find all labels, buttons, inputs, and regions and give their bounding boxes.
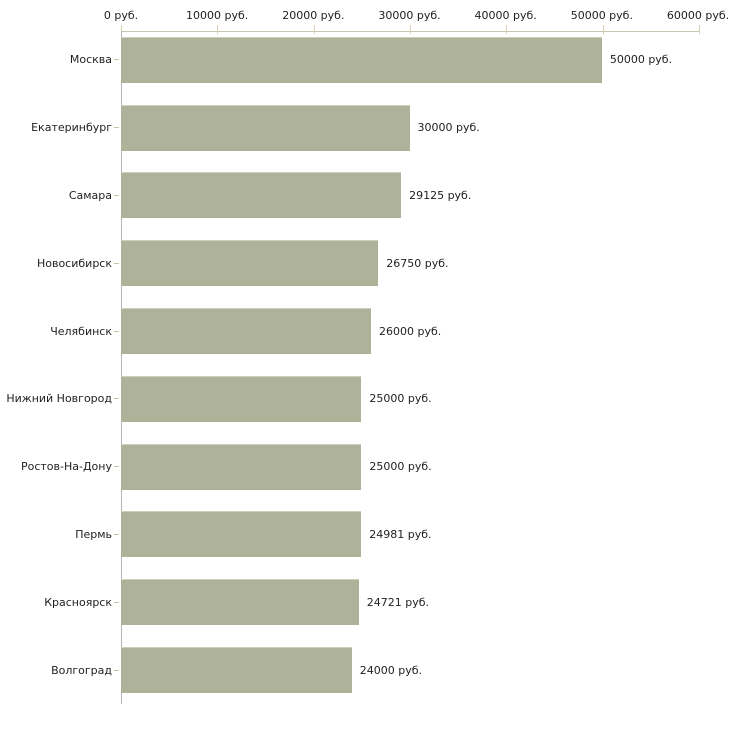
category-tick-mark (114, 194, 119, 196)
x-tick-mark (313, 25, 315, 34)
category-tick-mark (114, 398, 119, 400)
bar-track: 24721 руб. (121, 579, 698, 626)
bar-rows: Москва 50000 руб. Екатеринбург 30000 руб… (0, 26, 730, 704)
bar-row: Екатеринбург 30000 руб. (0, 94, 730, 162)
category-tick-mark (114, 330, 119, 332)
bar (121, 375, 362, 422)
bar-track: 29125 руб. (121, 172, 698, 219)
category-label: Екатеринбург (31, 121, 112, 135)
x-axis-tick-labels: 0 руб. 10000 руб. 20000 руб. 30000 руб. … (104, 9, 729, 23)
bar (121, 579, 359, 626)
category-tick-mark (114, 533, 119, 535)
value-label: 24000 руб. (359, 663, 423, 677)
x-tick-label: 30000 руб. (378, 9, 441, 22)
x-tick-mark (699, 25, 700, 34)
x-tick-label: 0 руб. (103, 9, 139, 22)
value-label: 30000 руб. (417, 121, 480, 135)
value-label: 25000 руб. (369, 392, 432, 406)
bar (121, 511, 362, 558)
category-label: Нижний Новгород (6, 392, 112, 406)
bar (121, 443, 362, 490)
x-axis-line (121, 25, 700, 34)
x-tick-mark (602, 25, 604, 34)
bar-row: Самара 29125 руб. (0, 162, 730, 230)
value-label: 24721 руб. (366, 595, 429, 609)
bar-row: Москва 50000 руб. (0, 26, 730, 94)
bar (121, 308, 372, 355)
category-label: Челябинск (50, 324, 112, 338)
x-tick-label: 60000 руб. (666, 9, 730, 22)
bar (121, 36, 602, 83)
x-tick-mark (121, 25, 122, 34)
category-label: Волгоград (51, 663, 112, 677)
x-tick-label: 40000 руб. (474, 9, 537, 22)
category-tick-mark (114, 466, 119, 468)
bar-track: 24000 руб. (121, 647, 698, 694)
bar-row: Волгоград 24000 руб. (0, 636, 730, 704)
bar-row: Челябинск 26000 руб. (0, 297, 730, 365)
category-tick-mark (114, 601, 119, 603)
category-label: Самара (68, 188, 112, 202)
bar (121, 172, 402, 219)
value-label: 26750 руб. (386, 256, 449, 270)
x-tick-mark (217, 25, 219, 34)
bar-track: 30000 руб. (121, 104, 698, 151)
bar (121, 104, 410, 151)
bar-row: Новосибирск 26750 руб. (0, 229, 730, 297)
value-label: 24981 руб. (369, 527, 432, 541)
category-label: Ростов-На-Дону (20, 460, 112, 474)
category-label: Москва (69, 53, 112, 67)
value-label: 25000 руб. (369, 460, 432, 474)
y-axis-line (121, 31, 122, 704)
category-label: Новосибирск (36, 256, 112, 270)
bar-track: 25000 руб. (121, 443, 698, 490)
bar-track: 26750 руб. (121, 240, 698, 287)
category-label: Пермь (75, 527, 112, 541)
bar-row: Пермь 24981 руб. (0, 501, 730, 569)
category-label: Красноярск (44, 595, 112, 609)
value-label: 50000 руб. (609, 53, 673, 67)
bar-track: 50000 руб. (121, 36, 698, 83)
bar-track: 24981 руб. (121, 511, 698, 558)
x-tick-label: 20000 руб. (282, 9, 345, 22)
bar-track: 26000 руб. (121, 308, 698, 355)
bar (121, 647, 352, 694)
category-tick-mark (114, 262, 119, 264)
x-tick-label: 50000 руб. (570, 9, 633, 22)
category-tick-mark (114, 127, 119, 129)
value-label: 29125 руб. (409, 188, 472, 202)
bar-row: Ростов-На-Дону 25000 руб. (0, 433, 730, 501)
x-tick-mark (506, 25, 508, 34)
x-tick-label: 10000 руб. (186, 9, 249, 22)
bar-row: Нижний Новгород 25000 руб. (0, 365, 730, 433)
bar (121, 240, 379, 287)
value-label: 26000 руб. (379, 324, 442, 338)
bar-track: 25000 руб. (121, 375, 698, 422)
x-tick-mark (410, 25, 411, 34)
category-tick-mark (114, 669, 119, 671)
category-tick-mark (114, 59, 119, 61)
bar-row: Красноярск 24721 руб. (0, 568, 730, 636)
